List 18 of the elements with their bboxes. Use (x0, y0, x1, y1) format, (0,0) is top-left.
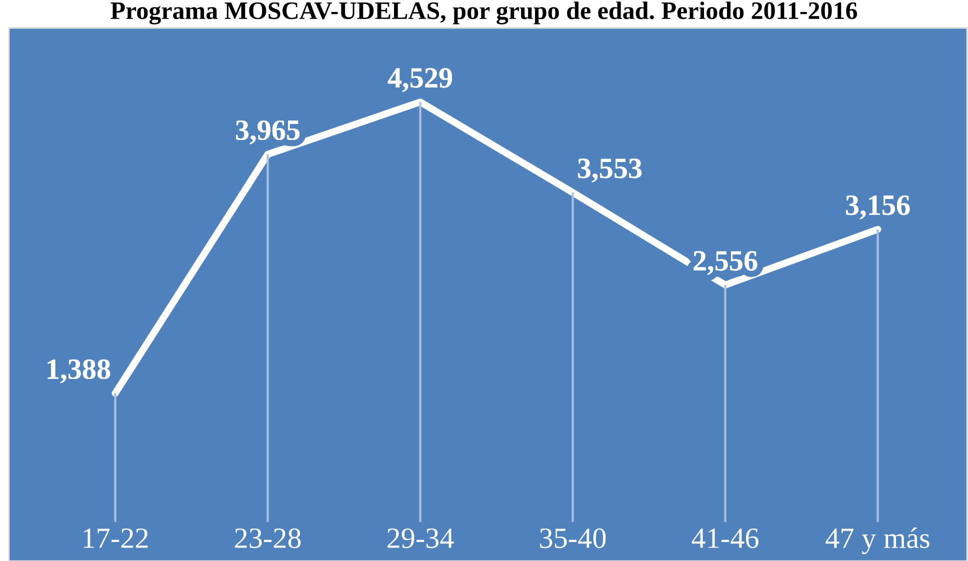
bar (114, 393, 116, 522)
x-tick-label: 29-34 (388, 528, 454, 548)
bar (724, 284, 726, 522)
data-label: 1,388 (48, 359, 110, 384)
chart-title: Programa MOSCAV-UDELAS, por grupo de edad. Periodo 2011-2016 (110, 2, 858, 24)
x-tick-label: 23-28 (235, 528, 301, 548)
bar (266, 154, 269, 522)
data-label: 3,156 (846, 195, 910, 220)
bar (419, 102, 422, 522)
x-tick-label: 17-22 (84, 528, 148, 548)
x-tick-label: 35-40 (540, 528, 606, 548)
x-tick-label: 47 y más (826, 528, 930, 554)
data-label: 3,965 (236, 120, 300, 144)
data-label: 3,553 (578, 158, 642, 182)
x-tick-label: 41-46 (692, 528, 758, 548)
data-label: 4,529 (388, 68, 452, 92)
bar (876, 229, 879, 522)
bar (572, 192, 574, 522)
